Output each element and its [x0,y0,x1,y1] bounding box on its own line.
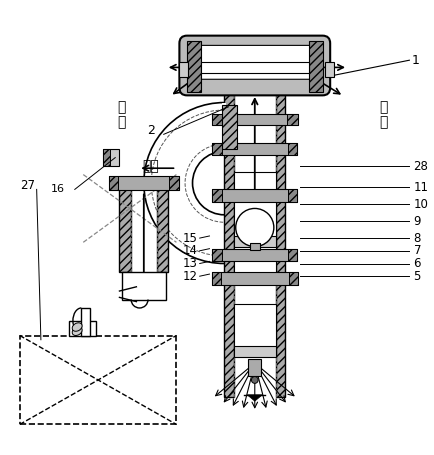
Bar [233,236,276,247]
Bar [288,143,297,156]
Text: 2: 2 [147,124,155,136]
Bar [82,308,90,335]
Bar [102,149,110,166]
Text: 10: 10 [414,198,428,211]
Text: 13: 13 [183,257,197,270]
Bar [212,114,222,126]
Bar [212,249,297,261]
Bar [169,176,179,190]
Text: 1: 1 [411,54,419,67]
Bar [157,183,168,272]
Bar [250,243,260,249]
Bar [178,62,188,77]
Text: 8: 8 [414,232,421,245]
Bar [212,114,298,126]
Bar [212,189,297,202]
Bar [102,149,119,166]
Bar [288,189,297,202]
Bar [212,272,298,285]
Bar [212,143,297,156]
Bar [224,92,233,397]
Text: 柴油: 柴油 [143,159,159,173]
Text: 14: 14 [183,244,197,257]
FancyBboxPatch shape [179,35,330,96]
Bar [69,321,96,335]
Bar [325,62,334,77]
Text: 7: 7 [414,244,421,257]
Text: 5: 5 [414,270,421,283]
Bar [288,249,297,261]
Bar [222,105,237,149]
Bar [248,359,261,376]
Bar [289,272,298,285]
Text: 16: 16 [51,184,65,194]
Text: 15: 15 [183,232,197,245]
Text: 9: 9 [414,215,421,228]
Bar [212,143,222,156]
Text: 大
气: 大 气 [117,101,125,130]
Bar [131,183,157,272]
Circle shape [251,377,258,384]
Bar [212,249,222,261]
Bar [122,272,166,299]
Text: 11: 11 [414,181,429,194]
Bar [187,41,201,92]
FancyBboxPatch shape [195,46,314,79]
Bar [109,176,118,190]
Bar [276,92,285,397]
Circle shape [236,208,274,247]
Bar [109,176,179,190]
Ellipse shape [72,323,82,331]
Bar [233,346,276,357]
Polygon shape [247,395,263,401]
Text: 大
气: 大 气 [380,101,388,130]
Ellipse shape [72,327,82,335]
Bar [20,335,177,425]
Bar [233,92,276,397]
Bar [233,172,276,278]
Bar [309,41,322,92]
Bar [287,114,298,126]
Bar [119,183,131,272]
Bar [212,189,222,202]
Text: 27: 27 [20,179,35,192]
Text: 12: 12 [183,270,197,283]
Bar [201,62,309,73]
Text: 28: 28 [414,160,428,172]
Bar [222,102,227,151]
Bar [233,304,276,354]
Bar [212,272,221,285]
Text: 6: 6 [414,257,421,270]
